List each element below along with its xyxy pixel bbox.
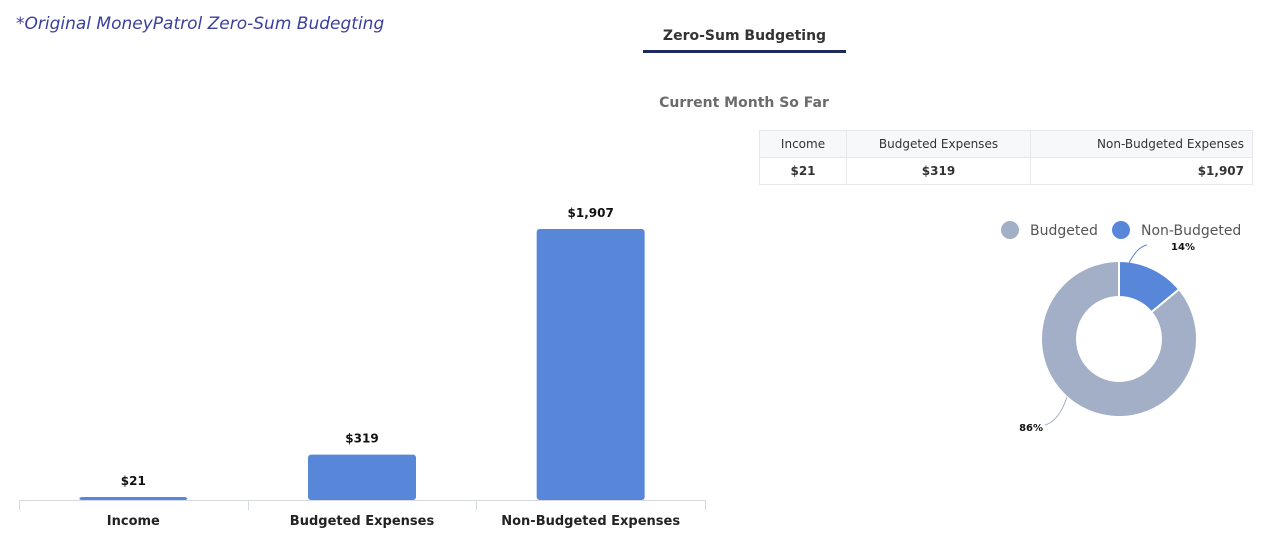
value-non-budgeted-expenses: $1,907 [1030,157,1253,185]
x-tick-label: Income [107,514,160,529]
slice-label-non-budgeted: 14% [1171,242,1195,253]
tab-label[interactable]: Zero-Sum Budgeting [662,28,827,44]
donut-chart: Budgeted Non-Budgeted 14% 86% [1001,221,1241,434]
bar-value-label: $1,907 [568,206,614,220]
page-caption: *Original MoneyPatrol Zero-Sum Budegting [16,14,385,34]
bar-1 [79,497,188,500]
x-tick-label: Budgeted Expenses [290,514,435,529]
x-tick-label: Non-Budgeted Expenses [501,514,680,529]
header-non-budgeted-expenses: Non-Budgeted Expenses [1030,130,1253,158]
legend-marker-non-budgeted [1112,221,1130,239]
bar-value-label: $21 [121,474,146,488]
active-tab-indicator [643,50,846,53]
slice-label-budgeted: 86% [1019,423,1043,434]
legend-marker-budgeted [1001,221,1019,239]
legend-label: Budgeted [1030,223,1098,239]
bar-value-label: $319 [345,432,378,446]
bar-chart: $21 Income $319 Budgeted Expenses $1,907 Non-… [19,206,706,529]
legend-label: Non-Budgeted [1141,223,1241,239]
tab-zero-sum-budgeting[interactable]: Zero-Sum Budgeting [643,26,846,54]
table-header-row: Income Budgeted Expenses Non-Budgeted Ex… [759,130,1253,158]
section-subtitle: Current Month So Far [659,95,829,111]
value-budgeted-expenses: $319 [846,157,1031,185]
bar-2 [308,454,416,500]
header-budgeted-expenses: Budgeted Expenses [846,130,1031,158]
leader-line [1128,244,1148,264]
leader-line [1044,396,1068,426]
summary-table: Income Budgeted Expenses Non-Budgeted Ex… [759,130,1253,185]
slice-budgeted [1040,259,1198,418]
table-row: $21 $319 $1,907 [759,157,1253,185]
header-income: Income [759,130,847,158]
bar-3 [536,229,645,500]
value-income: $21 [759,157,847,185]
